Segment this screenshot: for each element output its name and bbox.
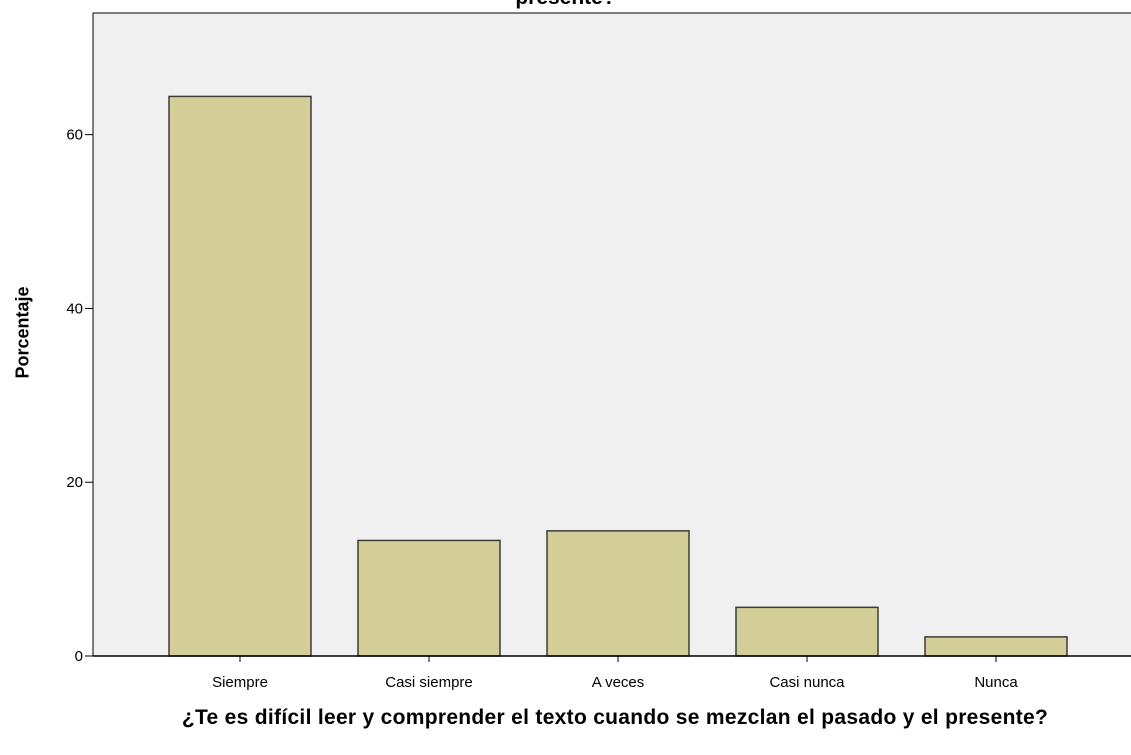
x-axis-label: ¿Te es difícil leer y comprender el text… (181, 706, 1049, 729)
y-tick-label: 0 (75, 648, 83, 665)
x-tick-label: Casi siempre (385, 674, 473, 691)
plot-border (92, 12, 1131, 656)
y-tick-label: 20 (66, 474, 83, 491)
y-tick-label: 40 (66, 300, 83, 317)
x-tick-label: Casi nunca (769, 674, 845, 691)
x-tick-label: Nunca (974, 674, 1018, 691)
chart-title: presente? (0, 0, 1131, 10)
bar-siempre (168, 95, 312, 657)
bar-casi-nunca (735, 606, 879, 657)
y-tick-label: 60 (66, 127, 83, 144)
x-tick-label: Siempre (212, 674, 268, 691)
bar-a-veces (546, 530, 690, 657)
y-axis-label: Porcentaje (12, 286, 33, 379)
bar-casi-siempre (357, 539, 501, 657)
bar-nunca (924, 636, 1068, 657)
x-tick-label: A veces (592, 674, 645, 691)
